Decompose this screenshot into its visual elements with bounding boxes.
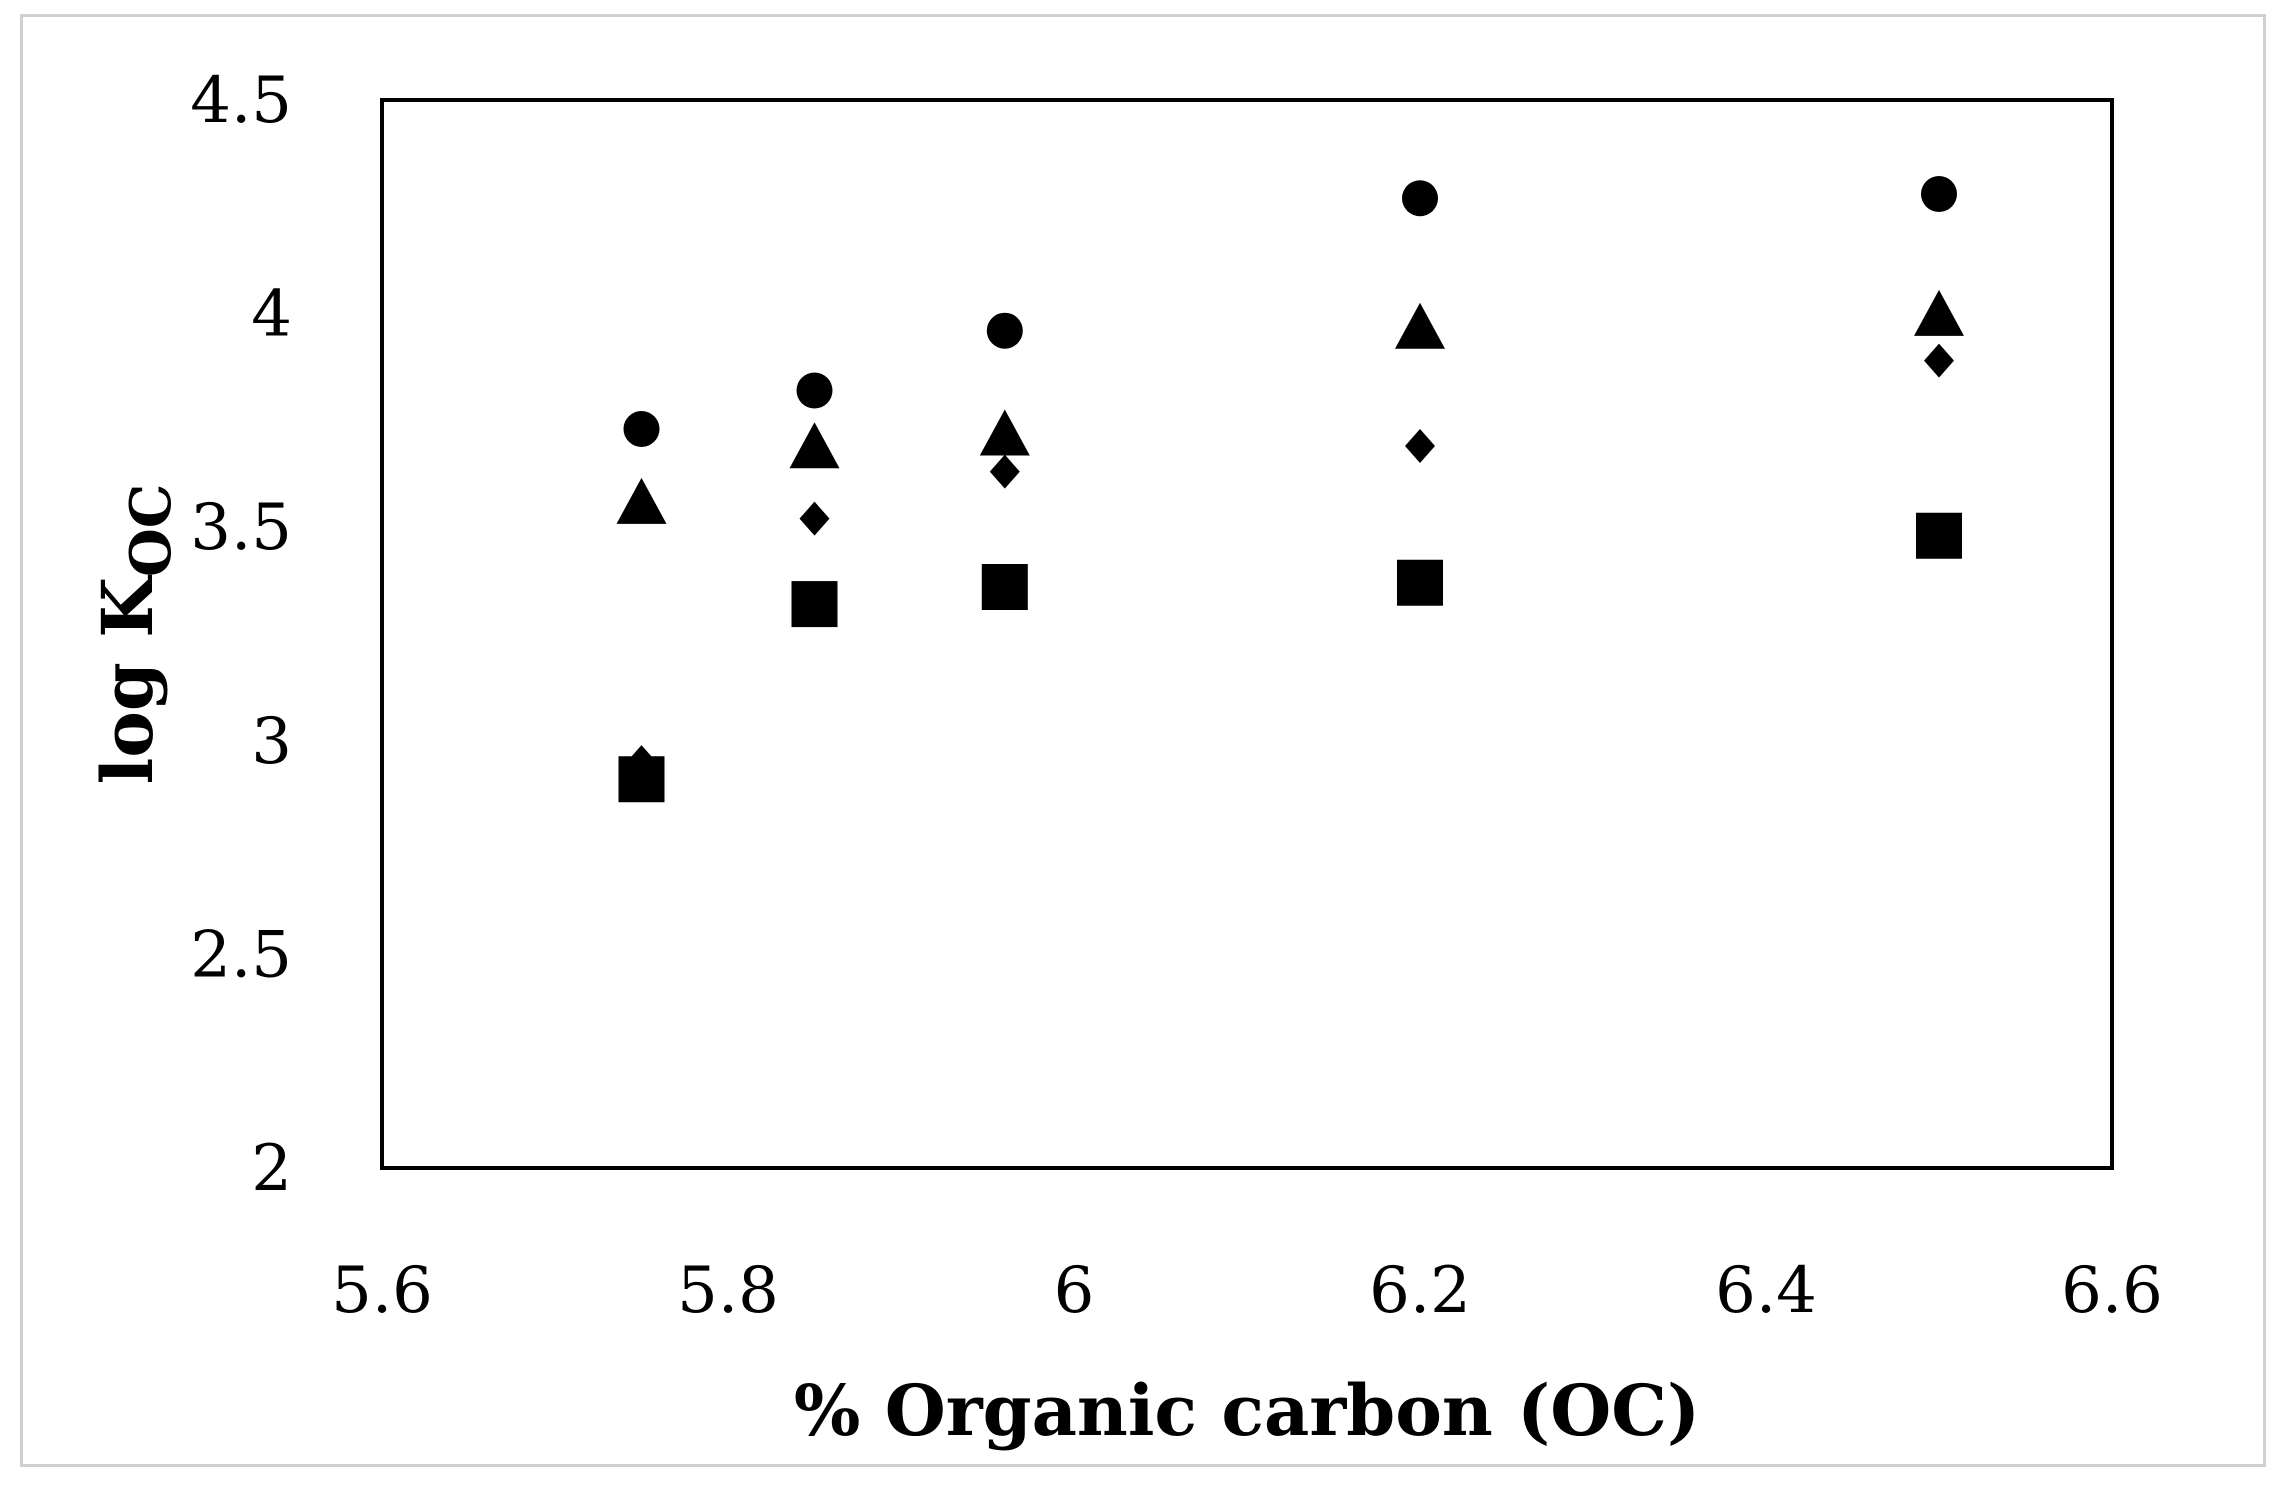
plot-area <box>380 98 2114 1170</box>
x-tick-label: 6.2 <box>1369 1254 1471 1328</box>
data-point-circle <box>1921 175 1957 212</box>
y-tick-label: 3.5 <box>190 491 292 565</box>
y-tick-label: 2 <box>251 1132 292 1206</box>
x-axis-title: % Organic carbon (OC) <box>794 1369 1700 1452</box>
x-tick-label: 6.4 <box>1715 1254 1817 1328</box>
y-tick-label: 3 <box>251 705 292 779</box>
x-tick-label: 6.6 <box>2061 1254 2163 1328</box>
x-tick-label: 6 <box>1054 1254 1095 1328</box>
data-point-triangle <box>1914 289 1964 336</box>
data-point-circle <box>1402 180 1438 217</box>
data-point-circle <box>986 312 1023 349</box>
data-point-triangle <box>789 422 840 469</box>
data-point-diamond <box>799 501 830 536</box>
x-tick-label: 5.8 <box>677 1254 779 1328</box>
x-tick-label: 5.6 <box>331 1254 433 1328</box>
data-point-triangle <box>616 477 667 524</box>
data-point-diamond <box>1405 429 1435 464</box>
data-point-square <box>618 756 665 803</box>
x-axis-ticks: 5.6 5.8 6 6.2 6.4 6.6 <box>331 1254 2163 1328</box>
data-markers <box>616 175 1964 803</box>
data-point-triangle <box>1395 302 1445 349</box>
y-tick-label: 4.5 <box>190 64 292 138</box>
data-point-circle <box>623 410 660 447</box>
data-point-diamond <box>989 454 1020 489</box>
y-axis-ticks: 2 2.5 3 3.5 4 4.5 <box>190 64 292 1206</box>
data-point-square <box>791 581 838 628</box>
data-point-circle <box>796 372 833 409</box>
y-axis-title-main: log K <box>86 575 169 785</box>
data-point-triangle <box>979 409 1030 456</box>
data-point-square <box>1397 559 1443 606</box>
data-point-square <box>1916 512 1962 559</box>
data-point-diamond <box>1924 343 1954 378</box>
data-point-square <box>981 564 1028 611</box>
y-axis-title: log KOC <box>86 484 184 785</box>
y-axis-title-subscript: OC <box>118 484 184 577</box>
figure-frame <box>20 14 2266 1467</box>
y-tick-label: 2.5 <box>190 918 292 992</box>
y-tick-label: 4 <box>251 278 292 352</box>
